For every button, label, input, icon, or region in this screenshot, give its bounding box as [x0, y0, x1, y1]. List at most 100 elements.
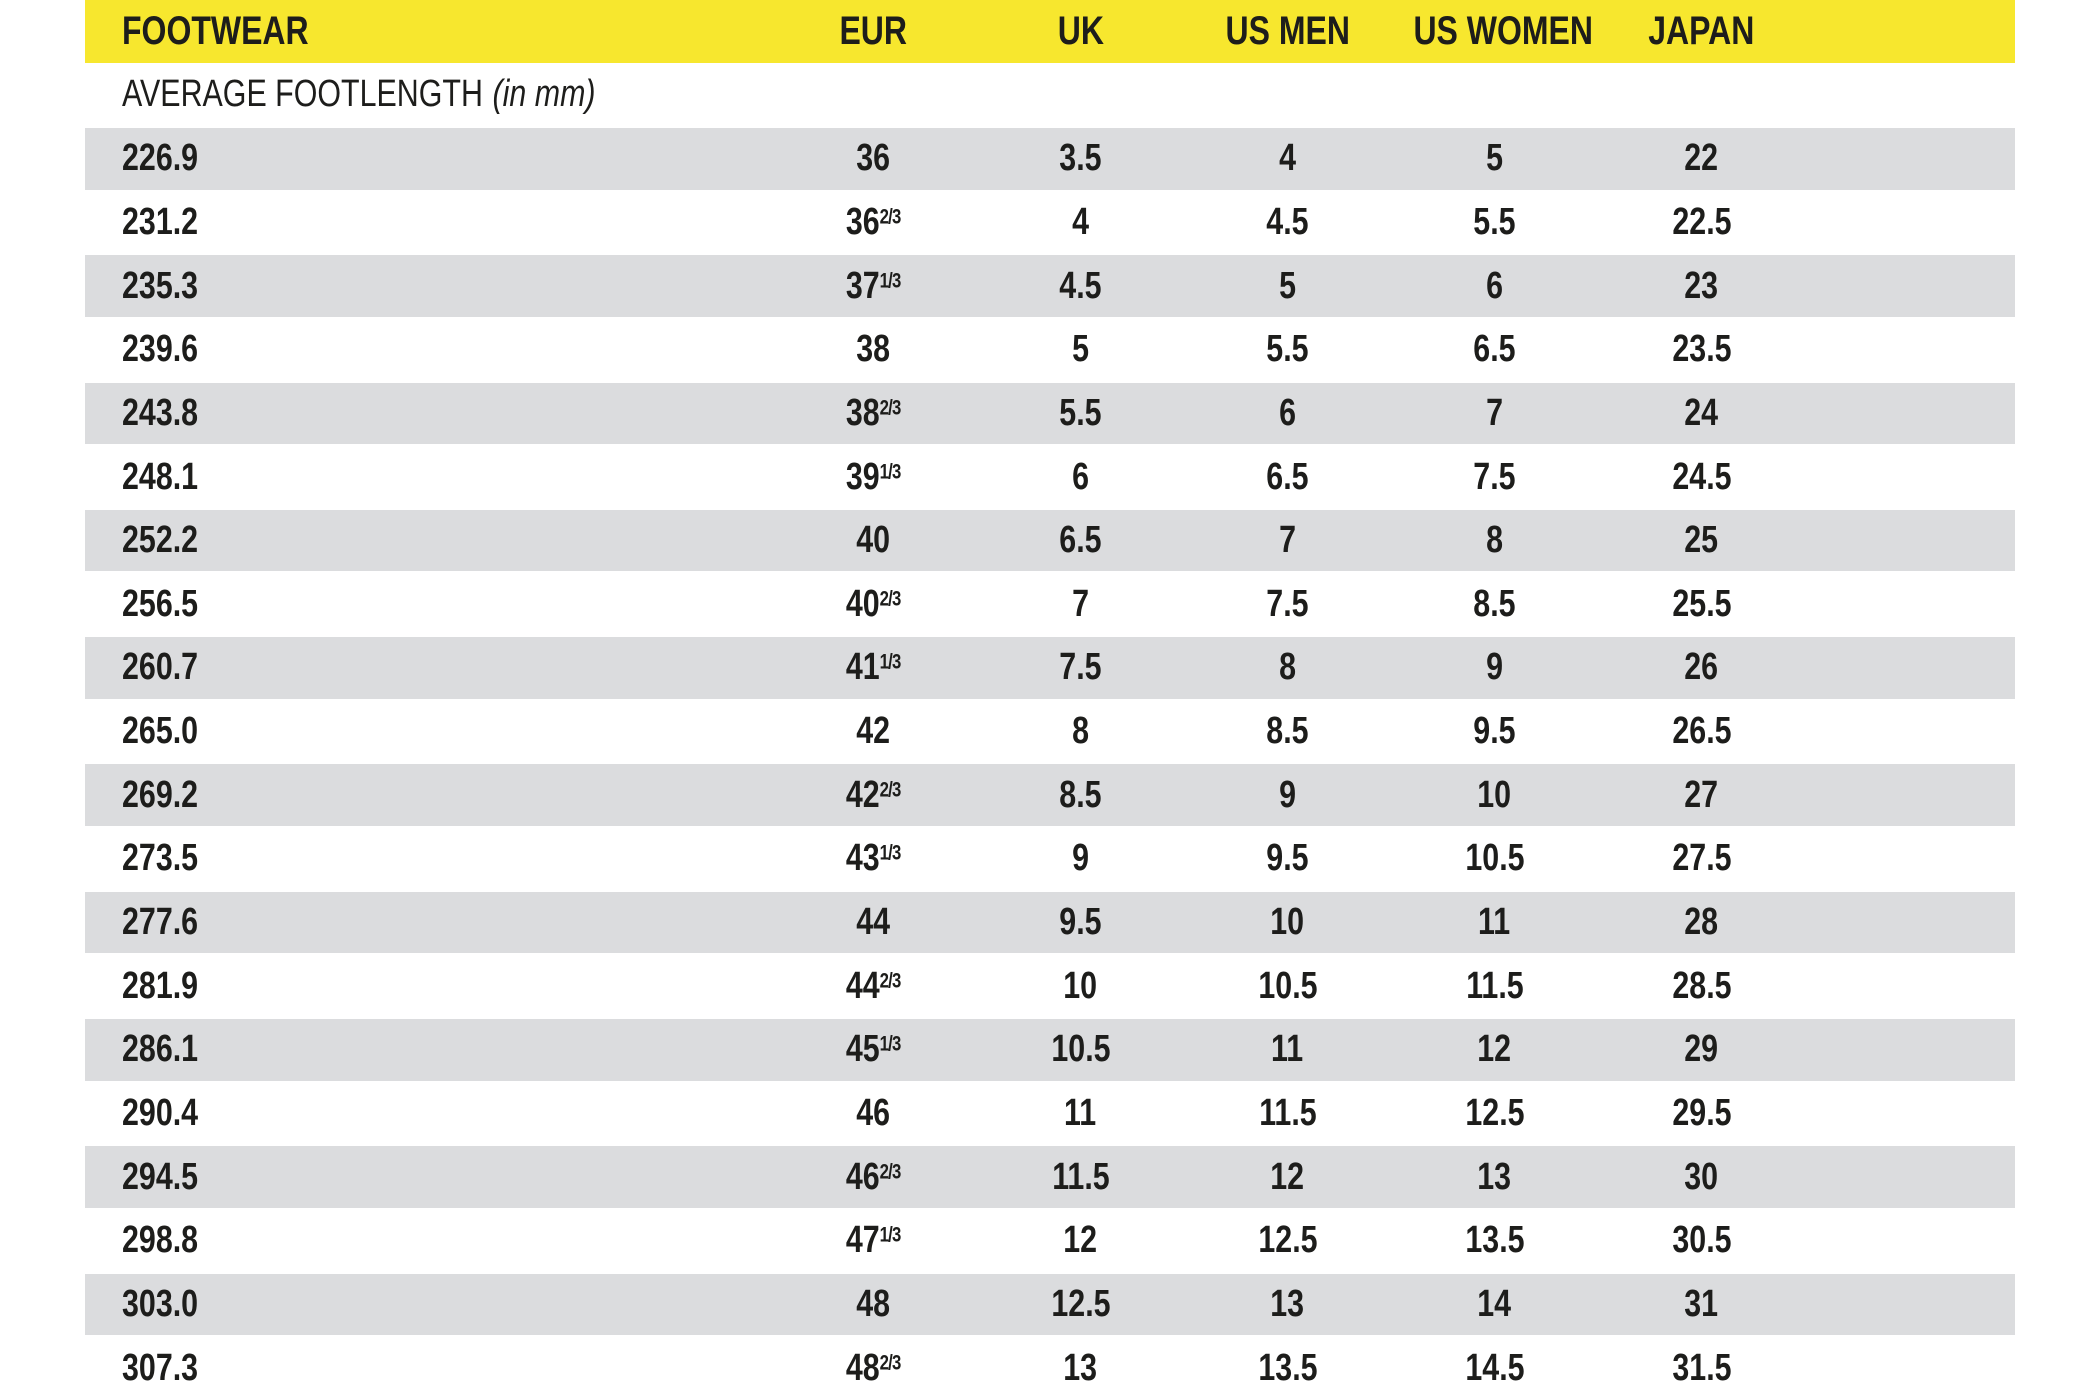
column-header-footwear: FOOTWEAR: [85, 0, 770, 63]
cell-japan: 23.5: [1598, 317, 1805, 382]
cell-uk: 8: [977, 699, 1184, 764]
cell-us-women: 14: [1391, 1271, 1598, 1338]
column-header-label: UK: [1057, 9, 1104, 53]
cell-eur: 402/3: [770, 572, 977, 637]
cell-footlength-mm: 252.2: [85, 507, 770, 574]
cell-eur: 411/3: [770, 635, 977, 701]
cell-uk: 10.5: [977, 1016, 1184, 1083]
cell-footlength-mm: 286.1: [85, 1016, 770, 1083]
table-row: 277.6 44 9.5 10 11 28: [85, 889, 2015, 956]
cell-us-women: 13: [1391, 1144, 1598, 1210]
footwear-size-table: FOOTWEAR EUR UK US MEN US WOMEN JAPAN AVERAGE…: [85, 0, 2015, 1400]
table-row: 298.8 471/3 12 12.5 13.5 30.5: [85, 1208, 2015, 1273]
cell-footlength-mm: 290.4: [85, 1081, 770, 1146]
cell-eur: 371/3: [770, 253, 977, 319]
cell-eur: 471/3: [770, 1208, 977, 1273]
cell-us-men: 10.5: [1184, 954, 1391, 1018]
cell-japan: 26.5: [1598, 699, 1805, 764]
cell-footlength-mm: 231.2: [85, 190, 770, 255]
cell-japan: 30: [1598, 1144, 1805, 1210]
cell-footlength-mm: 269.2: [85, 762, 770, 829]
subtitle-unit-note: (in mm): [492, 73, 596, 115]
cell-us-men: 7.5: [1184, 572, 1391, 637]
subtitle-cell: AVERAGE FOOTLENGTH (in mm): [85, 63, 2015, 127]
cell-us-women: 12: [1391, 1016, 1598, 1083]
row-filler-cell: [1805, 762, 2015, 829]
cell-us-women: 5.5: [1391, 190, 1598, 255]
cell-us-men: 4: [1184, 126, 1391, 192]
cell-footlength-mm: 243.8: [85, 380, 770, 447]
cell-footlength-mm: 226.9: [85, 126, 770, 192]
cell-us-women: 11: [1391, 889, 1598, 956]
subtitle-label: AVERAGE FOOTLENGTH: [122, 73, 483, 115]
row-filler-cell: [1805, 889, 2015, 956]
row-filler-cell: [1805, 1144, 2015, 1210]
cell-japan: 24: [1598, 380, 1805, 447]
row-filler-cell: [1805, 317, 2015, 382]
header-filler-cell: [1805, 0, 2015, 63]
cell-eur: 482/3: [770, 1336, 977, 1400]
row-filler-cell: [1805, 380, 2015, 447]
cell-footlength-mm: 235.3: [85, 253, 770, 319]
eur-fraction: 2/3: [879, 1351, 902, 1375]
cell-footlength-mm: 248.1: [85, 445, 770, 509]
column-header-label: FOOTWEAR: [122, 9, 309, 53]
cell-us-men: 10: [1184, 889, 1391, 956]
cell-us-women: 10: [1391, 762, 1598, 829]
subtitle-row: AVERAGE FOOTLENGTH (in mm): [85, 63, 2015, 127]
cell-eur: 462/3: [770, 1144, 977, 1210]
cell-footlength-mm: 277.6: [85, 889, 770, 956]
cell-footlength-mm: 298.8: [85, 1208, 770, 1273]
table-row: 269.2 422/3 8.5 9 10 27: [85, 762, 2015, 829]
column-header-label: JAPAN: [1648, 9, 1755, 53]
cell-japan: 30.5: [1598, 1208, 1805, 1273]
row-filler-cell: [1805, 1271, 2015, 1338]
column-header-uk: UK: [977, 0, 1184, 63]
cell-uk: 5.5: [977, 380, 1184, 447]
cell-japan: 26: [1598, 635, 1805, 701]
eur-fraction: 2/3: [879, 778, 902, 802]
cell-us-men: 9.5: [1184, 827, 1391, 891]
cell-uk: 9: [977, 827, 1184, 891]
cell-japan: 31.5: [1598, 1336, 1805, 1400]
cell-eur: 36: [770, 126, 977, 192]
cell-uk: 5: [977, 317, 1184, 382]
cell-us-women: 8: [1391, 507, 1598, 574]
cell-us-men: 5: [1184, 253, 1391, 319]
row-filler-cell: [1805, 699, 2015, 764]
cell-us-men: 11: [1184, 1016, 1391, 1083]
cell-us-men: 12: [1184, 1144, 1391, 1210]
cell-us-men: 11.5: [1184, 1081, 1391, 1146]
cell-uk: 4: [977, 190, 1184, 255]
row-filler-cell: [1805, 126, 2015, 192]
cell-footlength-mm: 273.5: [85, 827, 770, 891]
cell-eur: 44: [770, 889, 977, 956]
cell-eur: 431/3: [770, 827, 977, 891]
cell-eur: 38: [770, 317, 977, 382]
cell-us-women: 6.5: [1391, 317, 1598, 382]
cell-japan: 31: [1598, 1271, 1805, 1338]
table-row: 286.1 451/3 10.5 11 12 29: [85, 1016, 2015, 1083]
cell-japan: 27: [1598, 762, 1805, 829]
row-filler-cell: [1805, 445, 2015, 509]
cell-footlength-mm: 303.0: [85, 1271, 770, 1338]
cell-us-women: 7: [1391, 380, 1598, 447]
eur-fraction: 1/3: [879, 269, 902, 293]
cell-us-men: 4.5: [1184, 190, 1391, 255]
cell-us-men: 6.5: [1184, 445, 1391, 509]
cell-us-women: 12.5: [1391, 1081, 1598, 1146]
cell-eur: 40: [770, 507, 977, 574]
eur-fraction: 2/3: [879, 969, 902, 993]
cell-japan: 22.5: [1598, 190, 1805, 255]
cell-footlength-mm: 265.0: [85, 699, 770, 764]
cell-us-men: 12.5: [1184, 1208, 1391, 1273]
header-row: FOOTWEAR EUR UK US MEN US WOMEN JAPAN: [85, 0, 2015, 63]
row-filler-cell: [1805, 1336, 2015, 1400]
row-filler-cell: [1805, 1208, 2015, 1273]
cell-us-men: 5.5: [1184, 317, 1391, 382]
eur-fraction: 1/3: [879, 1223, 902, 1247]
cell-eur: 442/3: [770, 954, 977, 1018]
column-header-label: US WOMEN: [1413, 9, 1593, 53]
cell-uk: 3.5: [977, 126, 1184, 192]
cell-footlength-mm: 239.6: [85, 317, 770, 382]
